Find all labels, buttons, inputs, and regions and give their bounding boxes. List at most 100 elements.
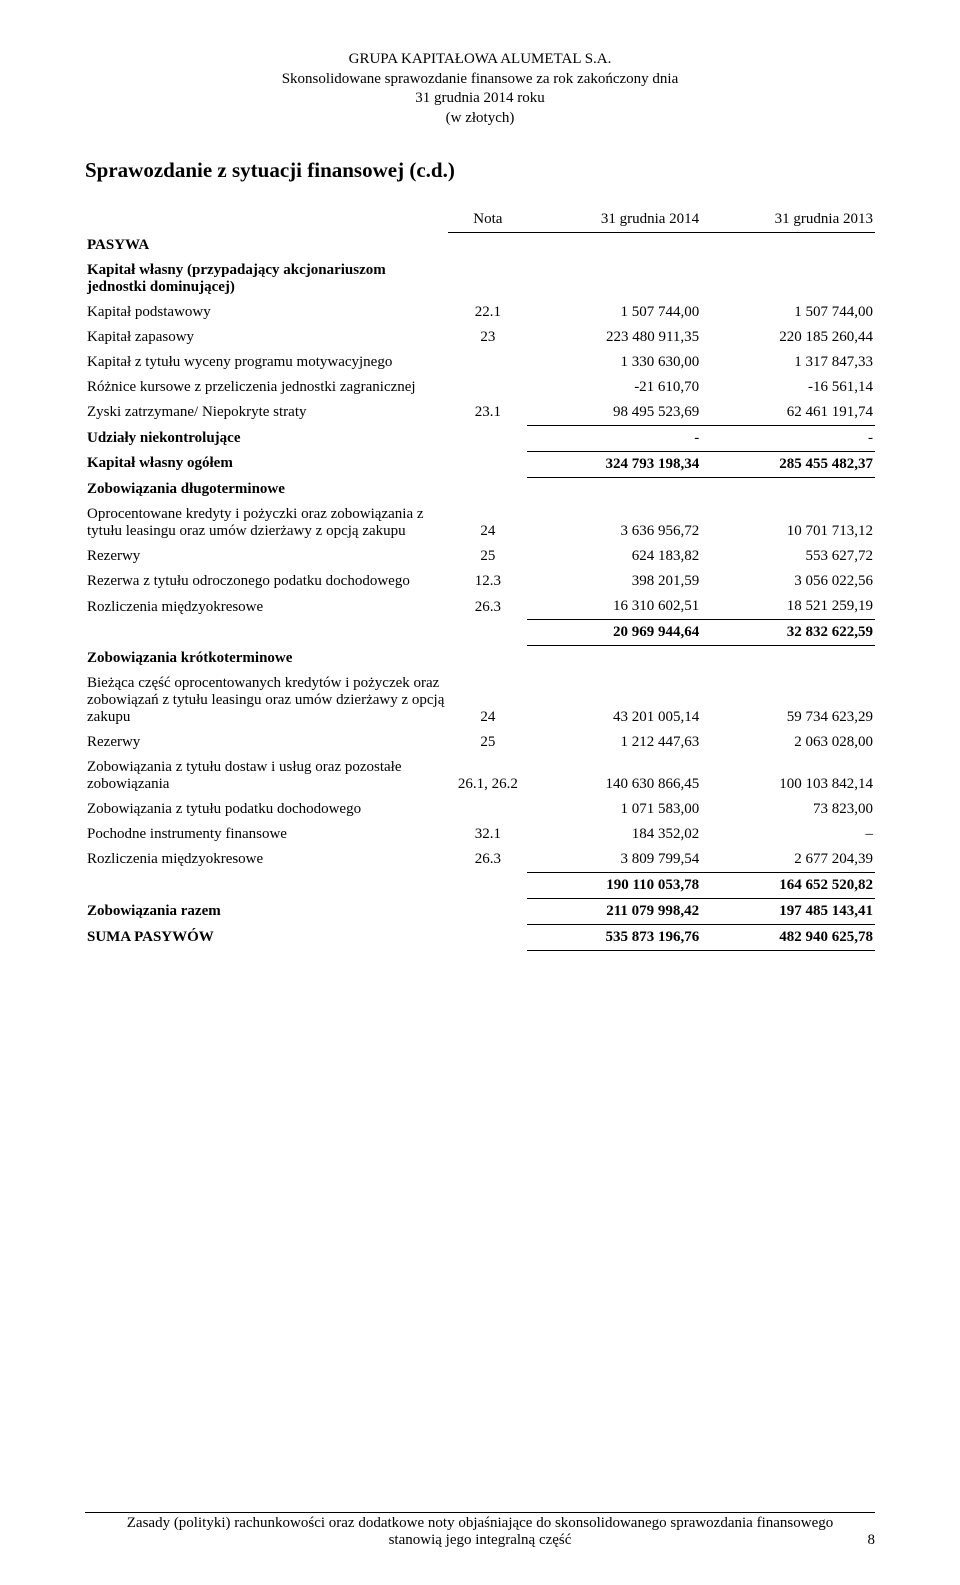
row-kapital-motywacyjny: Kapitał z tytułu wyceny programu motywac… — [85, 350, 875, 375]
cell-label: Zyski zatrzymane/ Niepokryte straty — [85, 400, 448, 426]
cell-v2: 100 103 842,14 — [701, 755, 875, 797]
cell-v1: - — [527, 425, 701, 451]
row-suma-pasywow: SUMA PASYWÓW 535 873 196,76 482 940 625,… — [85, 924, 875, 950]
cell-label: Rozliczenia międzyokresowe — [85, 594, 448, 620]
cell-v2: 553 627,72 — [701, 544, 875, 569]
cell-label: Różnice kursowe z przeliczenia jednostki… — [85, 375, 448, 400]
cell-label: Rezerwy — [85, 730, 448, 755]
cell-note: 25 — [448, 544, 527, 569]
cell-v1: 1 330 630,00 — [527, 350, 701, 375]
cell-label: SUMA PASYWÓW — [85, 924, 448, 950]
cell-v2: 197 485 143,41 — [701, 898, 875, 924]
cell-v1: 1 212 447,63 — [527, 730, 701, 755]
cell-v2: 62 461 191,74 — [701, 400, 875, 426]
equity-heading-row: Kapitał własny (przypadający akcjonarius… — [85, 258, 875, 300]
cell-v1: 190 110 053,78 — [527, 872, 701, 898]
footer-line-2: stanowią jego integralną część — [85, 1532, 875, 1549]
cell-label: Zobowiązania z tytułu dostaw i usług ora… — [85, 755, 448, 797]
cell-v1: 43 201 005,14 — [527, 671, 701, 730]
pasywa-label: PASYWA — [85, 233, 448, 258]
cell-v2: 2 063 028,00 — [701, 730, 875, 755]
cell-v1: 535 873 196,76 — [527, 924, 701, 950]
cell-v2: 18 521 259,19 — [701, 594, 875, 620]
row-subtotal-dlugo: 20 969 944,64 32 832 622,59 — [85, 620, 875, 646]
row-oprocentowane-dlugo: Oprocentowane kredyty i pożyczki oraz zo… — [85, 502, 875, 544]
cell-label: Kapitał podstawowy — [85, 300, 448, 325]
row-rozliczenia-dlugo: Rozliczenia międzyokresowe 26.3 16 310 6… — [85, 594, 875, 620]
cell-note: 24 — [448, 502, 527, 544]
cell-v1: 1 071 583,00 — [527, 797, 701, 822]
cell-v1: 324 793 198,34 — [527, 451, 701, 477]
cell-note: 25 — [448, 730, 527, 755]
row-kapital-ogolem: Kapitał własny ogółem 324 793 198,34 285… — [85, 451, 875, 477]
row-biezaca-czesc: Bieżąca część oprocentowanych kredytów i… — [85, 671, 875, 730]
page-number: 8 — [868, 1532, 876, 1549]
row-pochodne: Pochodne instrumenty finansowe 32.1 184 … — [85, 822, 875, 847]
cell-v1: 398 201,59 — [527, 569, 701, 594]
cell-v1: 98 495 523,69 — [527, 400, 701, 426]
cell-note: 26.1, 26.2 — [448, 755, 527, 797]
cell-v1: 184 352,02 — [527, 822, 701, 847]
header-line-3: 31 grudnia 2014 roku — [85, 89, 875, 109]
col-nota: Nota — [448, 207, 527, 233]
column-header-row: Nota 31 grudnia 2014 31 grudnia 2013 — [85, 207, 875, 233]
row-rezerwa-podatek: Rezerwa z tytułu odroczonego podatku doc… — [85, 569, 875, 594]
row-zob-podatek: Zobowiązania z tytułu podatku dochodoweg… — [85, 797, 875, 822]
cell-v1: 3 636 956,72 — [527, 502, 701, 544]
cell-note: 12.3 — [448, 569, 527, 594]
row-zob-dostaw: Zobowiązania z tytułu dostaw i usług ora… — [85, 755, 875, 797]
cell-label: Pochodne instrumenty finansowe — [85, 822, 448, 847]
cell-v1: 20 969 944,64 — [527, 620, 701, 646]
cell-v2: 1 317 847,33 — [701, 350, 875, 375]
cell-label: Rezerwy — [85, 544, 448, 569]
cell-label: Oprocentowane kredyty i pożyczki oraz zo… — [85, 502, 448, 544]
cell-label: Rezerwa z tytułu odroczonego podatku doc… — [85, 569, 448, 594]
cell-note — [448, 375, 527, 400]
cell-label: Bieżąca część oprocentowanych kredytów i… — [85, 671, 448, 730]
cell-v1: -21 610,70 — [527, 375, 701, 400]
balance-sheet-table: Nota 31 grudnia 2014 31 grudnia 2013 PAS… — [85, 207, 875, 951]
cell-v2: 285 455 482,37 — [701, 451, 875, 477]
row-rezerwy-dlugo: Rezerwy 25 624 183,82 553 627,72 — [85, 544, 875, 569]
cell-label: Udziały niekontrolujące — [85, 425, 448, 451]
cell-v2: 482 940 625,78 — [701, 924, 875, 950]
report-title: Sprawozdanie z sytuacji finansowej (c.d.… — [85, 158, 875, 183]
pasywa-row: PASYWA — [85, 233, 875, 258]
col-2013: 31 grudnia 2013 — [701, 207, 875, 233]
cell-note: 22.1 — [448, 300, 527, 325]
cell-v1: 223 480 911,35 — [527, 325, 701, 350]
cell-note: 23 — [448, 325, 527, 350]
cell-v1: 140 630 866,45 — [527, 755, 701, 797]
cell-v2: -16 561,14 — [701, 375, 875, 400]
row-kapital-podstawowy: Kapitał podstawowy 22.1 1 507 744,00 1 5… — [85, 300, 875, 325]
footer-line-1: Zasady (polityki) rachunkowości oraz dod… — [85, 1515, 875, 1532]
cell-v2: 164 652 520,82 — [701, 872, 875, 898]
company-name: GRUPA KAPITAŁOWA ALUMETAL S.A. — [85, 50, 875, 70]
row-zob-krotkoterminowe-heading: Zobowiązania krótkoterminowe — [85, 646, 875, 671]
cell-v2: 32 832 622,59 — [701, 620, 875, 646]
cell-label: Zobowiązania krótkoterminowe — [85, 646, 448, 671]
row-zyski-zatrzymane: Zyski zatrzymane/ Niepokryte straty 23.1… — [85, 400, 875, 426]
cell-v2: 73 823,00 — [701, 797, 875, 822]
cell-v1: 211 079 998,42 — [527, 898, 701, 924]
cell-label: Kapitał własny ogółem — [85, 451, 448, 477]
row-kapital-zapasowy: Kapitał zapasowy 23 223 480 911,35 220 1… — [85, 325, 875, 350]
col-2014: 31 grudnia 2014 — [527, 207, 701, 233]
row-zob-dlugoterminowe-heading: Zobowiązania długoterminowe — [85, 477, 875, 502]
page-footer: Zasady (polityki) rachunkowości oraz dod… — [85, 1512, 875, 1549]
cell-label: Zobowiązania razem — [85, 898, 448, 924]
cell-label: Rozliczenia międzyokresowe — [85, 847, 448, 873]
cell-label: Kapitał z tytułu wyceny programu motywac… — [85, 350, 448, 375]
cell-v2: 59 734 623,29 — [701, 671, 875, 730]
cell-note: 23.1 — [448, 400, 527, 426]
cell-v2: – — [701, 822, 875, 847]
cell-v1: 3 809 799,54 — [527, 847, 701, 873]
cell-label: Zobowiązania z tytułu podatku dochodoweg… — [85, 797, 448, 822]
cell-v2: 220 185 260,44 — [701, 325, 875, 350]
cell-label: Kapitał zapasowy — [85, 325, 448, 350]
row-roznice-kursowe: Różnice kursowe z przeliczenia jednostki… — [85, 375, 875, 400]
cell-v1: 624 183,82 — [527, 544, 701, 569]
row-rozliczenia-krotko: Rozliczenia międzyokresowe 26.3 3 809 79… — [85, 847, 875, 873]
cell-note — [448, 350, 527, 375]
cell-note: 24 — [448, 671, 527, 730]
